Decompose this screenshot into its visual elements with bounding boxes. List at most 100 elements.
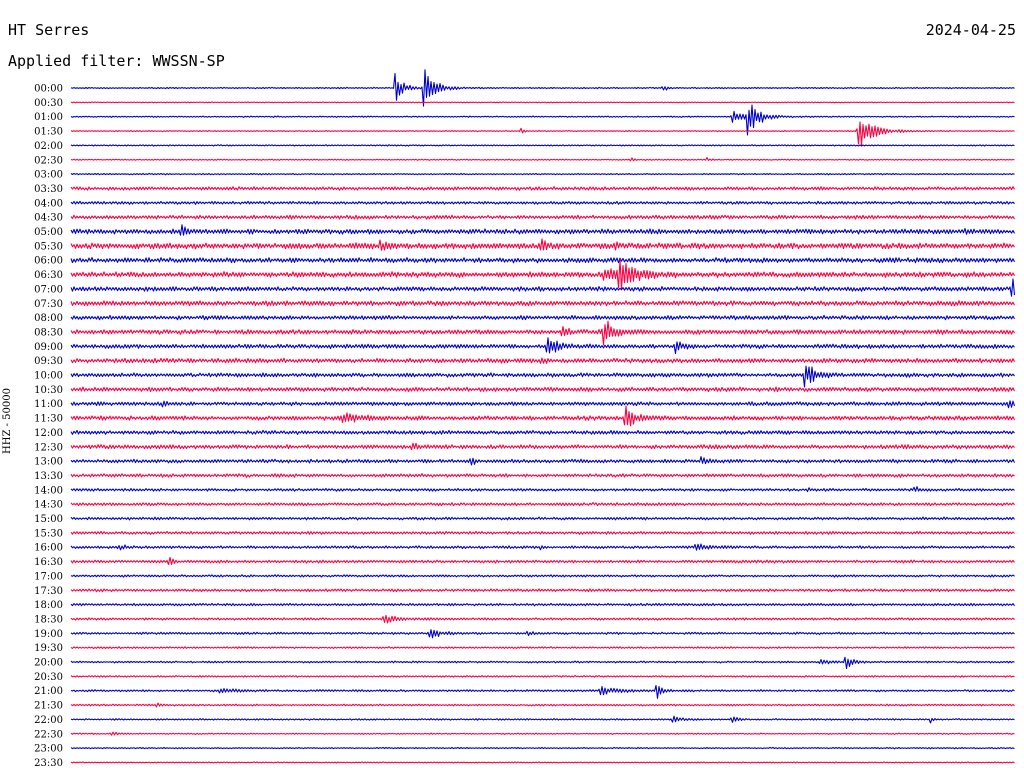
seismic-trace (70, 614, 1015, 624)
row-time-label: 11:30 (34, 414, 63, 425)
row-time-label: 22:00 (34, 715, 63, 726)
seismic-trace (70, 337, 1015, 355)
seismic-trace (70, 761, 1015, 764)
row-time-label: 06:00 (34, 256, 63, 267)
date-label: 2024-04-25 (925, 21, 1016, 39)
row-time-label: 18:00 (34, 600, 63, 611)
seismic-trace (70, 300, 1015, 307)
row-time-label: 13:00 (34, 457, 63, 468)
seismic-trace (70, 684, 1015, 699)
seismic-trace (70, 144, 1015, 147)
row-time-label: 23:00 (34, 744, 63, 755)
row-time-label: 11:00 (34, 399, 63, 410)
row-time-label: 07:00 (34, 284, 63, 295)
row-time-label: 18:30 (34, 614, 63, 625)
row-time-label: 06:30 (34, 270, 63, 281)
row-time-label: 20:00 (34, 658, 63, 669)
row-time-label: 15:00 (34, 514, 63, 525)
row-time-label: 20:30 (34, 672, 63, 683)
row-time-label: 21:00 (34, 686, 63, 697)
seismic-trace (70, 588, 1015, 593)
seismic-trace (70, 731, 1015, 736)
row-time-label: 19:00 (34, 629, 63, 640)
row-time-label: 02:30 (34, 155, 63, 166)
seismic-trace (70, 602, 1015, 607)
row-time-label: 01:30 (34, 127, 63, 138)
row-time-label: 02:00 (34, 141, 63, 152)
seismic-trace (70, 702, 1015, 708)
seismic-trace (70, 656, 1015, 670)
seismic-trace (70, 121, 1015, 146)
seismic-trace (70, 320, 1015, 346)
row-time-label: 07:30 (34, 299, 63, 310)
row-time-label: 09:30 (34, 356, 63, 367)
seismic-trace (70, 543, 1015, 551)
row-time-label: 05:00 (34, 227, 63, 238)
row-time-label: 10:00 (34, 371, 63, 382)
filter-label: Applied filter: WWSSN-SP (8, 52, 225, 70)
seismic-trace (70, 405, 1015, 427)
seismic-trace (70, 357, 1015, 364)
seismic-trace (70, 715, 1015, 724)
seismic-trace (70, 429, 1015, 435)
seismic-trace (70, 101, 1015, 104)
seismic-trace (70, 746, 1015, 750)
seismic-trace (70, 574, 1015, 578)
seismic-trace (70, 400, 1016, 409)
row-time-label: 16:00 (34, 543, 63, 554)
seismic-trace (70, 556, 1015, 566)
row-time-label: 19:30 (34, 643, 63, 654)
seismic-trace (70, 69, 1015, 107)
seismic-trace (70, 530, 1015, 535)
row-time-label: 17:00 (34, 571, 63, 582)
row-time-label: 00:30 (34, 98, 63, 109)
seismic-trace (70, 259, 1015, 290)
row-time-label: 14:00 (34, 485, 63, 496)
seismic-trace (70, 278, 1016, 297)
row-time-label: 15:30 (34, 528, 63, 539)
seismic-trace (70, 674, 1015, 678)
seismic-trace (70, 224, 1015, 236)
row-time-label: 00:00 (34, 84, 63, 95)
row-time-label: 10:30 (34, 385, 63, 396)
seismic-trace (70, 473, 1015, 478)
row-time-label: 08:00 (34, 313, 63, 324)
row-time-label: 09:00 (34, 342, 63, 353)
seismic-trace (70, 456, 1015, 466)
row-time-label: 04:30 (34, 213, 63, 224)
row-time-label: 21:30 (34, 701, 63, 712)
row-time-label: 13:30 (34, 471, 63, 482)
seismic-trace (70, 629, 1015, 639)
row-time-label: 23:30 (34, 758, 63, 769)
seismic-trace (70, 365, 1015, 388)
seismic-trace (70, 386, 1016, 393)
row-time-label: 05:30 (34, 241, 63, 252)
row-time-label: 17:30 (34, 586, 63, 597)
row-time-label: 14:30 (34, 500, 63, 511)
row-time-label: 12:00 (34, 428, 63, 439)
seismic-trace (70, 502, 1015, 507)
seismic-trace (70, 157, 1015, 162)
row-time-label: 16:30 (34, 557, 63, 568)
seismic-trace (70, 238, 1015, 251)
seismic-trace (70, 314, 1015, 321)
row-time-label: 08:30 (34, 327, 63, 338)
seismic-trace (70, 442, 1015, 451)
seismic-trace (70, 172, 1015, 176)
seismic-trace (70, 200, 1015, 205)
station-title: HT Serres (8, 21, 90, 39)
row-time-label: 03:30 (34, 184, 63, 195)
seismic-trace (70, 214, 1015, 220)
seismic-trace (70, 257, 1015, 264)
seismic-trace (70, 186, 1015, 191)
seismic-trace (70, 646, 1015, 650)
seismic-trace (70, 486, 1015, 493)
seismic-trace (70, 104, 1015, 136)
row-time-label: 22:30 (34, 729, 63, 740)
row-time-label: 04:00 (34, 198, 63, 209)
row-time-label: 01:00 (34, 112, 63, 123)
seismic-trace (70, 516, 1015, 521)
row-time-label: 03:00 (34, 170, 63, 181)
